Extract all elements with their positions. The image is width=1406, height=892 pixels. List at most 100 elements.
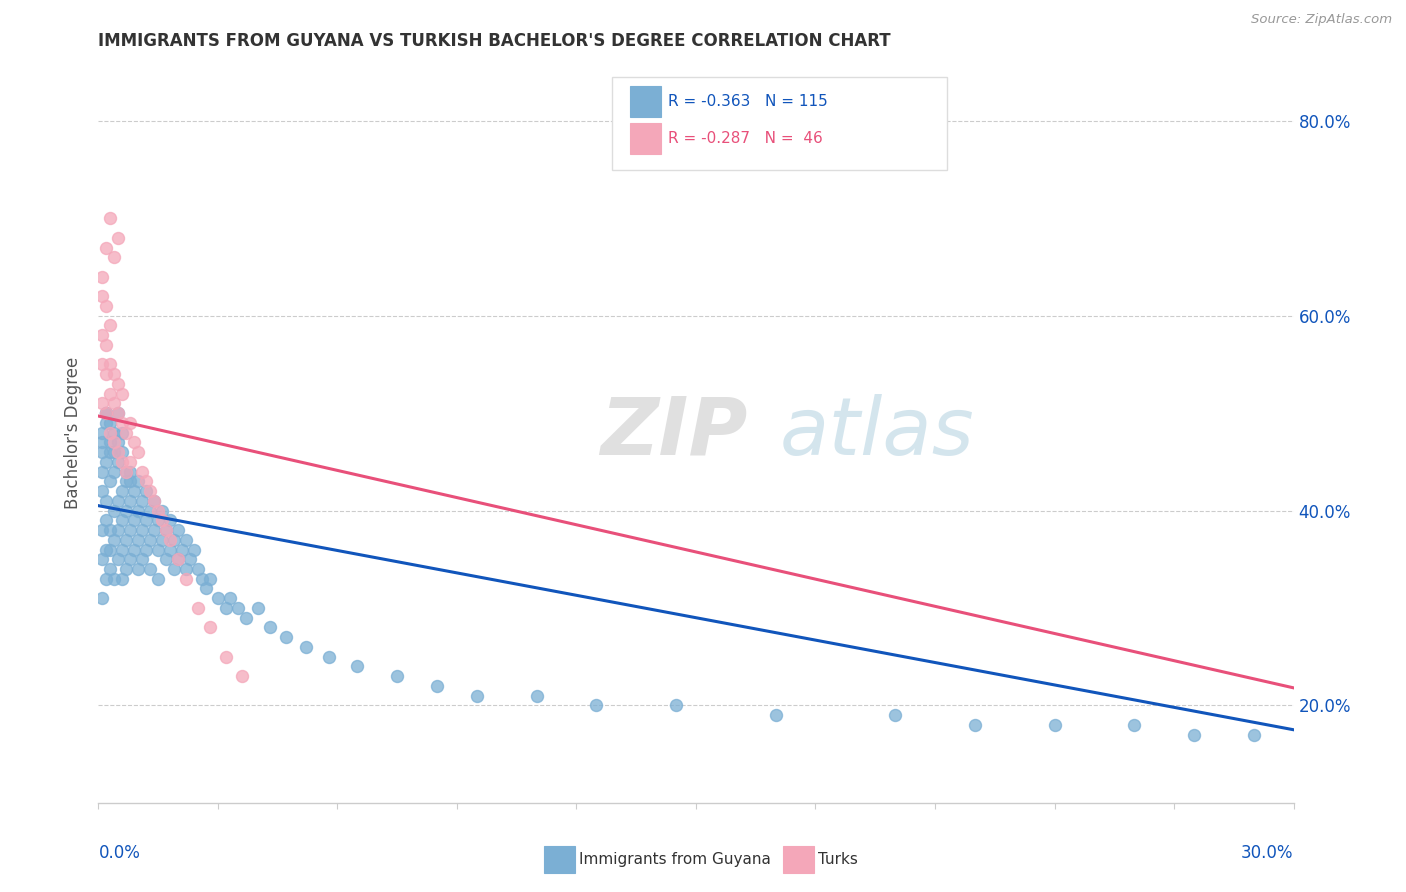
- Point: [155, 523, 177, 537]
- Point: [103, 367, 125, 381]
- Point: [111, 455, 134, 469]
- Y-axis label: Bachelor's Degree: Bachelor's Degree: [65, 357, 83, 508]
- Text: Immigrants from Guyana: Immigrants from Guyana: [579, 853, 770, 867]
- Point: [91, 552, 114, 566]
- Point: [98, 542, 122, 557]
- Point: [111, 445, 134, 459]
- Text: IMMIGRANTS FROM GUYANA VS TURKISH BACHELOR'S DEGREE CORRELATION CHART: IMMIGRANTS FROM GUYANA VS TURKISH BACHEL…: [98, 32, 891, 50]
- Point: [1123, 718, 1146, 732]
- Point: [111, 513, 134, 527]
- Point: [91, 523, 114, 537]
- Point: [150, 533, 173, 547]
- Point: [426, 679, 449, 693]
- Point: [139, 562, 162, 576]
- Point: [120, 475, 142, 489]
- Point: [120, 493, 142, 508]
- Point: [131, 523, 153, 537]
- Point: [198, 572, 221, 586]
- Point: [150, 513, 173, 527]
- Point: [96, 367, 118, 381]
- Point: [98, 562, 122, 576]
- Point: [115, 533, 138, 547]
- Point: [96, 240, 118, 254]
- Point: [131, 465, 153, 479]
- Point: [103, 572, 125, 586]
- Point: [143, 523, 166, 537]
- Point: [148, 572, 170, 586]
- FancyBboxPatch shape: [613, 78, 948, 169]
- Point: [124, 513, 146, 527]
- Point: [103, 435, 125, 450]
- Point: [246, 601, 269, 615]
- Point: [124, 484, 146, 499]
- Point: [96, 513, 118, 527]
- Point: [127, 503, 149, 517]
- Point: [120, 552, 142, 566]
- Point: [219, 591, 242, 606]
- Point: [163, 562, 186, 576]
- Point: [585, 698, 607, 713]
- Point: [155, 552, 177, 566]
- Point: [96, 338, 118, 352]
- Point: [131, 552, 153, 566]
- Point: [139, 484, 162, 499]
- Point: [318, 649, 340, 664]
- Point: [235, 610, 257, 624]
- FancyBboxPatch shape: [783, 847, 814, 873]
- Point: [98, 211, 122, 226]
- Point: [98, 386, 122, 401]
- FancyBboxPatch shape: [630, 87, 661, 117]
- Point: [174, 562, 197, 576]
- Point: [103, 465, 125, 479]
- Point: [167, 552, 190, 566]
- Point: [172, 542, 194, 557]
- Point: [155, 523, 177, 537]
- Point: [195, 582, 218, 596]
- Point: [103, 445, 125, 459]
- Point: [111, 572, 134, 586]
- Point: [98, 435, 122, 450]
- Point: [167, 552, 190, 566]
- Point: [148, 503, 170, 517]
- Point: [107, 523, 129, 537]
- Text: R = -0.363   N = 115: R = -0.363 N = 115: [668, 95, 828, 109]
- Text: 0.0%: 0.0%: [98, 845, 141, 863]
- Text: R = -0.287   N =  46: R = -0.287 N = 46: [668, 131, 824, 146]
- Point: [107, 493, 129, 508]
- Point: [96, 455, 118, 469]
- Point: [96, 493, 118, 508]
- Point: [135, 475, 157, 489]
- Point: [187, 562, 209, 576]
- Point: [107, 376, 129, 391]
- Point: [183, 542, 205, 557]
- Text: Turks: Turks: [818, 853, 858, 867]
- Point: [131, 493, 153, 508]
- Point: [120, 416, 142, 430]
- FancyBboxPatch shape: [630, 123, 661, 154]
- Point: [98, 416, 122, 430]
- Point: [135, 513, 157, 527]
- Point: [107, 406, 129, 420]
- Point: [96, 542, 118, 557]
- Point: [96, 572, 118, 586]
- Point: [120, 465, 142, 479]
- Point: [1243, 728, 1265, 742]
- Point: [91, 435, 114, 450]
- Point: [120, 455, 142, 469]
- Point: [207, 591, 229, 606]
- Point: [124, 435, 146, 450]
- Point: [115, 465, 138, 479]
- Point: [127, 445, 149, 459]
- Point: [91, 358, 114, 372]
- Point: [1182, 728, 1205, 742]
- Point: [274, 630, 297, 644]
- Point: [103, 533, 125, 547]
- Point: [91, 445, 114, 459]
- Point: [96, 406, 118, 420]
- Point: [124, 542, 146, 557]
- Point: [148, 513, 170, 527]
- Point: [115, 562, 138, 576]
- Point: [98, 358, 122, 372]
- Point: [1043, 718, 1066, 732]
- Point: [111, 416, 134, 430]
